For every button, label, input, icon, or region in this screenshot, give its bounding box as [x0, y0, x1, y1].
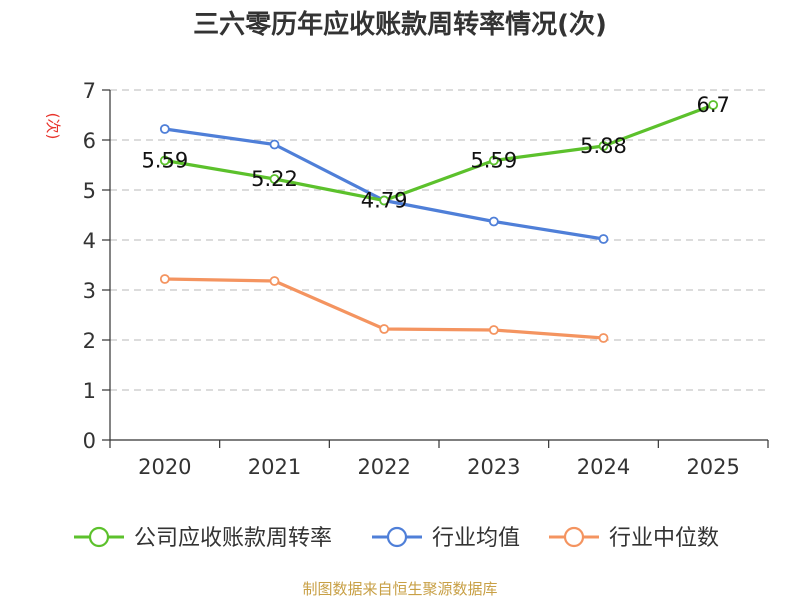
y-tick-label: 1 — [83, 379, 96, 403]
y-tick-label: 5 — [83, 179, 96, 203]
x-tick-label: 2022 — [357, 455, 410, 479]
data-label: 5.88 — [580, 134, 627, 158]
x-tick-label: 2025 — [686, 455, 739, 479]
series-point-2[interactable] — [598, 333, 609, 343]
series-point-1[interactable] — [269, 139, 280, 150]
series-layer — [159, 100, 719, 343]
y-tick-label: 6 — [83, 129, 96, 153]
series-point-0[interactable] — [159, 155, 170, 166]
series-point-2[interactable] — [488, 325, 499, 335]
y-tick-label: 3 — [83, 279, 96, 303]
series-point-1[interactable] — [159, 124, 170, 134]
legend-item-1[interactable]: 行业均值 — [372, 526, 520, 551]
legend-swatch-marker — [563, 526, 585, 548]
legend-item-2[interactable]: 行业中位数 — [549, 526, 719, 551]
data-label: 5.59 — [141, 149, 188, 173]
series-point-2[interactable] — [379, 324, 390, 334]
axes: 0 1 2 3 4 5 6 7 2020 2021 2022 2023 2024 2025 — [83, 79, 769, 479]
legend-item-0[interactable]: 公司应收账款周转率 — [74, 526, 332, 551]
chart-title: 三六零历年应收账款周转率情况(次) — [193, 9, 607, 40]
legend[interactable]: 公司应收账款周转率 行业均值 行业中位数 — [74, 526, 719, 551]
series-point-2[interactable] — [159, 274, 170, 284]
series-point-0[interactable] — [598, 141, 609, 151]
series-point-1[interactable] — [598, 234, 609, 244]
series-point-0[interactable] — [708, 100, 719, 110]
data-label: 4.79 — [361, 189, 408, 213]
y-axis-label: (次) — [44, 113, 62, 140]
data-label: 6.7 — [696, 93, 729, 117]
legend-label: 行业中位数 — [609, 526, 719, 551]
y-tick-label: 2 — [83, 329, 96, 353]
series-point-1[interactable] — [488, 216, 499, 227]
x-tick-label: 2021 — [248, 455, 301, 479]
y-tick-label: 0 — [83, 429, 96, 453]
legend-label: 公司应收账款周转率 — [134, 526, 332, 551]
data-label: 5.22 — [251, 167, 298, 191]
y-tick-label: 7 — [83, 79, 96, 103]
series-point-0[interactable] — [269, 174, 280, 184]
x-tick-label: 2024 — [577, 455, 630, 479]
source-note: 制图数据来自恒生聚源数据库 — [302, 580, 497, 598]
grid — [110, 89, 768, 391]
series-point-2[interactable] — [269, 276, 280, 286]
series-line-1 — [164, 127, 604, 241]
x-tick-label: 2023 — [467, 455, 520, 479]
series-point-0[interactable] — [488, 155, 499, 166]
series-line-0 — [164, 103, 714, 203]
legend-label: 行业均值 — [432, 526, 520, 551]
data-label: 5.59 — [470, 149, 517, 173]
data-labels: 5.59 5.22 4.79 5.59 5.88 6.7 — [141, 93, 729, 213]
y-tick-label: 4 — [83, 229, 96, 253]
legend-swatch-marker — [386, 526, 408, 548]
x-tick-label: 2020 — [138, 455, 191, 479]
legend-swatch-marker — [88, 526, 110, 548]
series-point-0[interactable] — [379, 195, 390, 206]
